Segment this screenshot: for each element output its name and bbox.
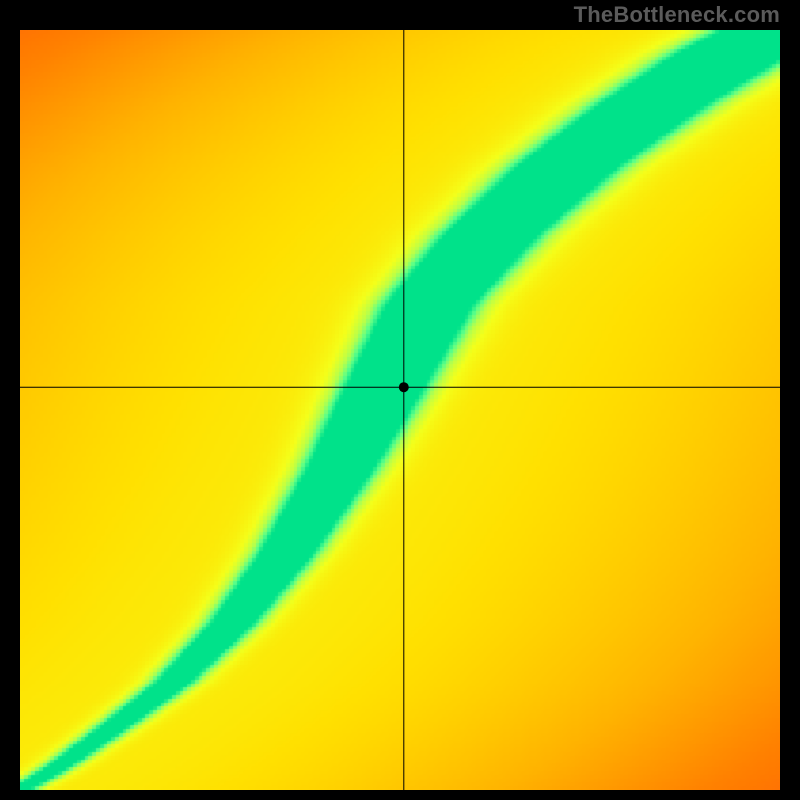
bottleneck-heatmap	[20, 30, 780, 790]
figure-root: TheBottleneck.com	[0, 0, 800, 800]
watermark-text: TheBottleneck.com	[574, 2, 780, 28]
